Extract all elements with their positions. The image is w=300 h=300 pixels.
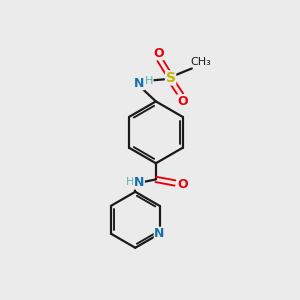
Text: CH₃: CH₃ (190, 57, 211, 67)
Text: N: N (154, 227, 165, 240)
Text: H: H (126, 177, 134, 188)
Text: O: O (177, 178, 188, 191)
Text: N: N (134, 176, 144, 189)
Text: N: N (134, 77, 144, 90)
Text: S: S (166, 71, 176, 85)
Text: O: O (177, 95, 188, 108)
Text: O: O (153, 46, 164, 60)
Text: H: H (145, 76, 153, 86)
